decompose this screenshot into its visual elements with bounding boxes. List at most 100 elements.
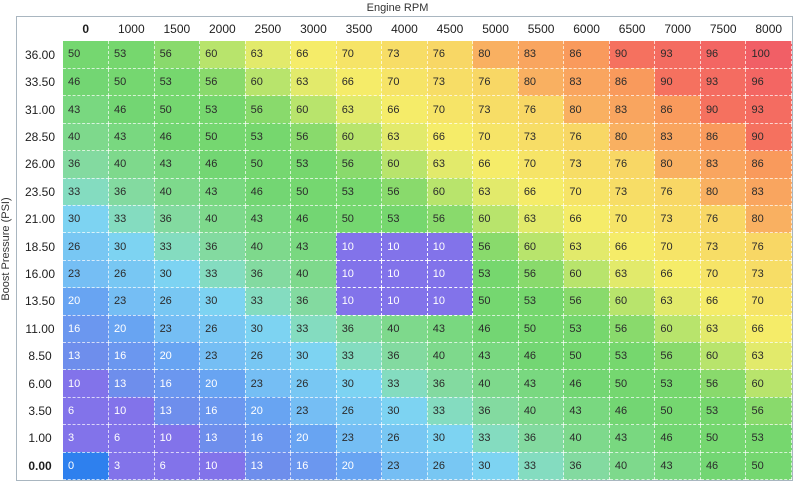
column-header[interactable]: 6000: [563, 17, 610, 41]
table-cell[interactable]: 23: [245, 369, 292, 398]
table-cell[interactable]: 80: [609, 123, 656, 152]
table-cell[interactable]: 60: [745, 369, 792, 398]
table-cell[interactable]: 50: [700, 424, 747, 453]
table-cell[interactable]: 56: [381, 178, 428, 206]
table-cell[interactable]: 33: [472, 424, 519, 453]
table-cell[interactable]: 60: [381, 150, 428, 179]
table-cell[interactable]: 20: [63, 287, 110, 316]
table-cell[interactable]: 43: [154, 150, 201, 179]
table-cell[interactable]: 33: [518, 452, 565, 481]
row-header[interactable]: 13.50: [17, 287, 63, 316]
table-cell[interactable]: 26: [381, 424, 428, 453]
table-cell[interactable]: 20: [336, 452, 383, 481]
table-cell[interactable]: 53: [245, 123, 292, 152]
row-header[interactable]: 1.00: [17, 424, 63, 453]
table-cell[interactable]: 10: [381, 259, 428, 289]
table-cell[interactable]: 50: [745, 452, 792, 481]
table-cell[interactable]: 40: [63, 123, 110, 152]
table-cell[interactable]: 26: [245, 342, 292, 371]
table-cell[interactable]: 36: [154, 205, 201, 234]
table-cell[interactable]: 70: [472, 123, 519, 152]
table-cell[interactable]: 53: [381, 205, 428, 234]
table-cell[interactable]: 30: [472, 452, 519, 481]
table-cell[interactable]: 73: [518, 123, 565, 152]
table-cell[interactable]: 43: [654, 452, 701, 481]
table-cell[interactable]: 80: [563, 95, 610, 124]
table-cell[interactable]: 60: [290, 95, 337, 124]
table-cell[interactable]: 33: [154, 232, 201, 261]
table-cell[interactable]: 40: [290, 260, 337, 289]
table-cell[interactable]: 10: [335, 259, 383, 289]
table-cell[interactable]: 16: [199, 397, 246, 426]
table-cell[interactable]: 53: [472, 260, 519, 289]
table-cell[interactable]: 43: [63, 95, 110, 124]
table-cell[interactable]: 70: [336, 41, 383, 69]
column-header[interactable]: 5000: [472, 17, 519, 41]
table-cell[interactable]: 33: [63, 178, 110, 206]
table-cell[interactable]: 66: [472, 150, 519, 179]
table-cell[interactable]: 33: [427, 397, 474, 426]
table-cell[interactable]: 66: [427, 123, 474, 152]
column-header[interactable]: 4500: [427, 17, 473, 41]
table-cell[interactable]: 40: [154, 178, 201, 206]
table-cell[interactable]: 60: [472, 205, 519, 234]
table-cell[interactable]: 70: [563, 178, 610, 206]
column-header[interactable]: 4000: [381, 17, 428, 41]
table-cell[interactable]: 66: [700, 287, 747, 316]
selected-cell[interactable]: 0: [63, 452, 110, 481]
table-cell[interactable]: 46: [563, 369, 610, 398]
table-cell[interactable]: 90: [609, 41, 656, 69]
table-cell[interactable]: 56: [199, 68, 246, 97]
table-cell[interactable]: 76: [654, 178, 701, 206]
table-cell[interactable]: 66: [518, 178, 565, 206]
table-cell[interactable]: 16: [290, 452, 337, 481]
table-cell[interactable]: 90: [654, 68, 701, 97]
row-header[interactable]: 28.50: [17, 123, 63, 151]
column-header[interactable]: 1000: [108, 17, 155, 41]
table-cell[interactable]: 70: [654, 232, 701, 261]
row-header[interactable]: 23.50: [17, 178, 63, 206]
table-cell[interactable]: 53: [336, 178, 383, 206]
table-cell[interactable]: 3: [108, 452, 155, 481]
column-header[interactable]: 7500: [700, 17, 746, 41]
table-cell[interactable]: 30: [63, 205, 110, 234]
table-cell[interactable]: 83: [654, 123, 701, 152]
table-cell[interactable]: 76: [609, 150, 656, 179]
table-cell[interactable]: 70: [518, 150, 565, 179]
table-cell[interactable]: 93: [654, 41, 701, 69]
table-cell[interactable]: 56: [609, 315, 656, 343]
table-cell[interactable]: 70: [745, 287, 792, 316]
table-cell[interactable]: 13: [63, 342, 110, 371]
table-cell[interactable]: 26: [290, 369, 337, 398]
table-cell[interactable]: 73: [563, 150, 610, 179]
column-header[interactable]: 6500: [609, 17, 655, 41]
table-cell[interactable]: 43: [472, 342, 519, 371]
table-cell[interactable]: 26: [63, 232, 110, 261]
row-header[interactable]: 8.50: [17, 342, 63, 370]
table-cell[interactable]: 20: [245, 397, 292, 426]
table-cell[interactable]: 53: [700, 397, 747, 426]
table-cell[interactable]: 53: [609, 342, 656, 371]
table-cell[interactable]: 13: [245, 452, 292, 481]
table-cell[interactable]: 43: [290, 232, 337, 261]
table-cell[interactable]: 30: [336, 369, 383, 398]
column-header[interactable]: 7000: [654, 17, 701, 41]
row-header[interactable]: 6.00: [17, 369, 63, 398]
table-cell[interactable]: 53: [199, 95, 246, 124]
table-cell[interactable]: 40: [245, 232, 292, 261]
table-cell[interactable]: 46: [245, 178, 292, 206]
table-cell[interactable]: 46: [290, 205, 337, 234]
table-cell[interactable]: 76: [563, 123, 610, 152]
table-cell[interactable]: 36: [108, 178, 155, 206]
table-cell[interactable]: 33: [336, 342, 383, 371]
table-cell[interactable]: 60: [700, 342, 747, 371]
row-header[interactable]: 18.50: [17, 232, 63, 261]
table-cell[interactable]: 50: [336, 205, 383, 234]
table-cell[interactable]: 50: [518, 315, 565, 343]
table-cell[interactable]: 96: [700, 41, 747, 69]
table-cell[interactable]: 56: [700, 369, 747, 398]
table-cell[interactable]: 40: [199, 205, 246, 234]
column-header[interactable]: 0: [63, 17, 109, 41]
table-cell[interactable]: 53: [518, 287, 565, 316]
table-cell[interactable]: 60: [245, 68, 292, 97]
